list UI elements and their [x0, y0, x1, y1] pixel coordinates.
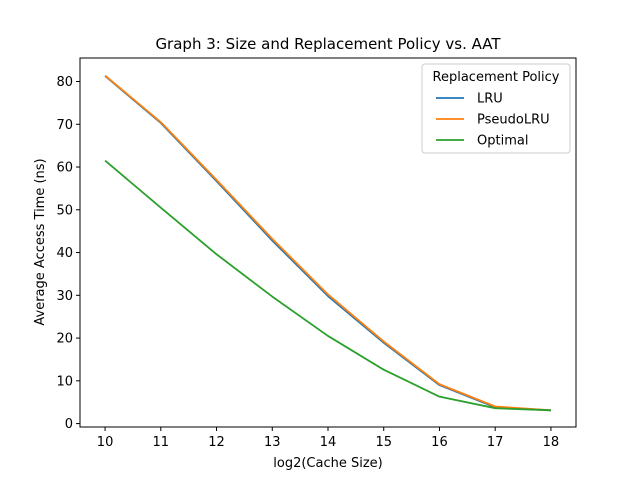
- series-lines: [104, 74, 551, 412]
- legend-box: [421, 63, 571, 154]
- legend-label-pseudolru: PseudoLRU: [477, 113, 550, 128]
- y-tick-label: 10: [56, 374, 73, 389]
- legend-label-lru: LRU: [477, 92, 503, 107]
- x-tick-label: 18: [543, 435, 560, 450]
- x-tick-label: 10: [97, 435, 114, 450]
- y-axis: 0 10 20 30 40 50 60 70 80: [56, 75, 80, 432]
- legend-title: Replacement Policy: [433, 70, 560, 85]
- x-tick-label: 15: [375, 435, 392, 450]
- y-tick-label: 0: [65, 417, 73, 432]
- y-tick-label: 20: [56, 332, 73, 347]
- x-axis: 10 11 12 13 14 15 16 17 18: [97, 427, 559, 450]
- y-tick-label: 50: [56, 203, 73, 218]
- y-tick-label: 60: [56, 161, 73, 176]
- x-tick-label: 14: [320, 435, 337, 450]
- x-axis-label: log2(Cache Size): [273, 456, 382, 471]
- x-tick-label: 12: [208, 435, 225, 450]
- y-tick-label: 40: [56, 246, 73, 261]
- y-tick-label: 30: [56, 289, 73, 304]
- legend: Replacement Policy LRU PseudoLRU Optimal: [421, 63, 571, 154]
- y-tick-label: 80: [56, 75, 73, 90]
- y-axis-label: Average Access Time (ns): [33, 158, 48, 325]
- x-tick-label: 16: [431, 435, 448, 450]
- series-line-optimal: [104, 159, 551, 412]
- chart-title: Graph 3: Size and Replacement Policy vs.…: [155, 35, 501, 53]
- y-tick-label: 70: [56, 118, 73, 133]
- x-tick-label: 11: [153, 435, 170, 450]
- series-line-pseudolru: [104, 74, 551, 412]
- legend-label-optimal: Optimal: [477, 134, 528, 149]
- x-tick-label: 17: [487, 435, 504, 450]
- x-tick-label: 13: [264, 435, 281, 450]
